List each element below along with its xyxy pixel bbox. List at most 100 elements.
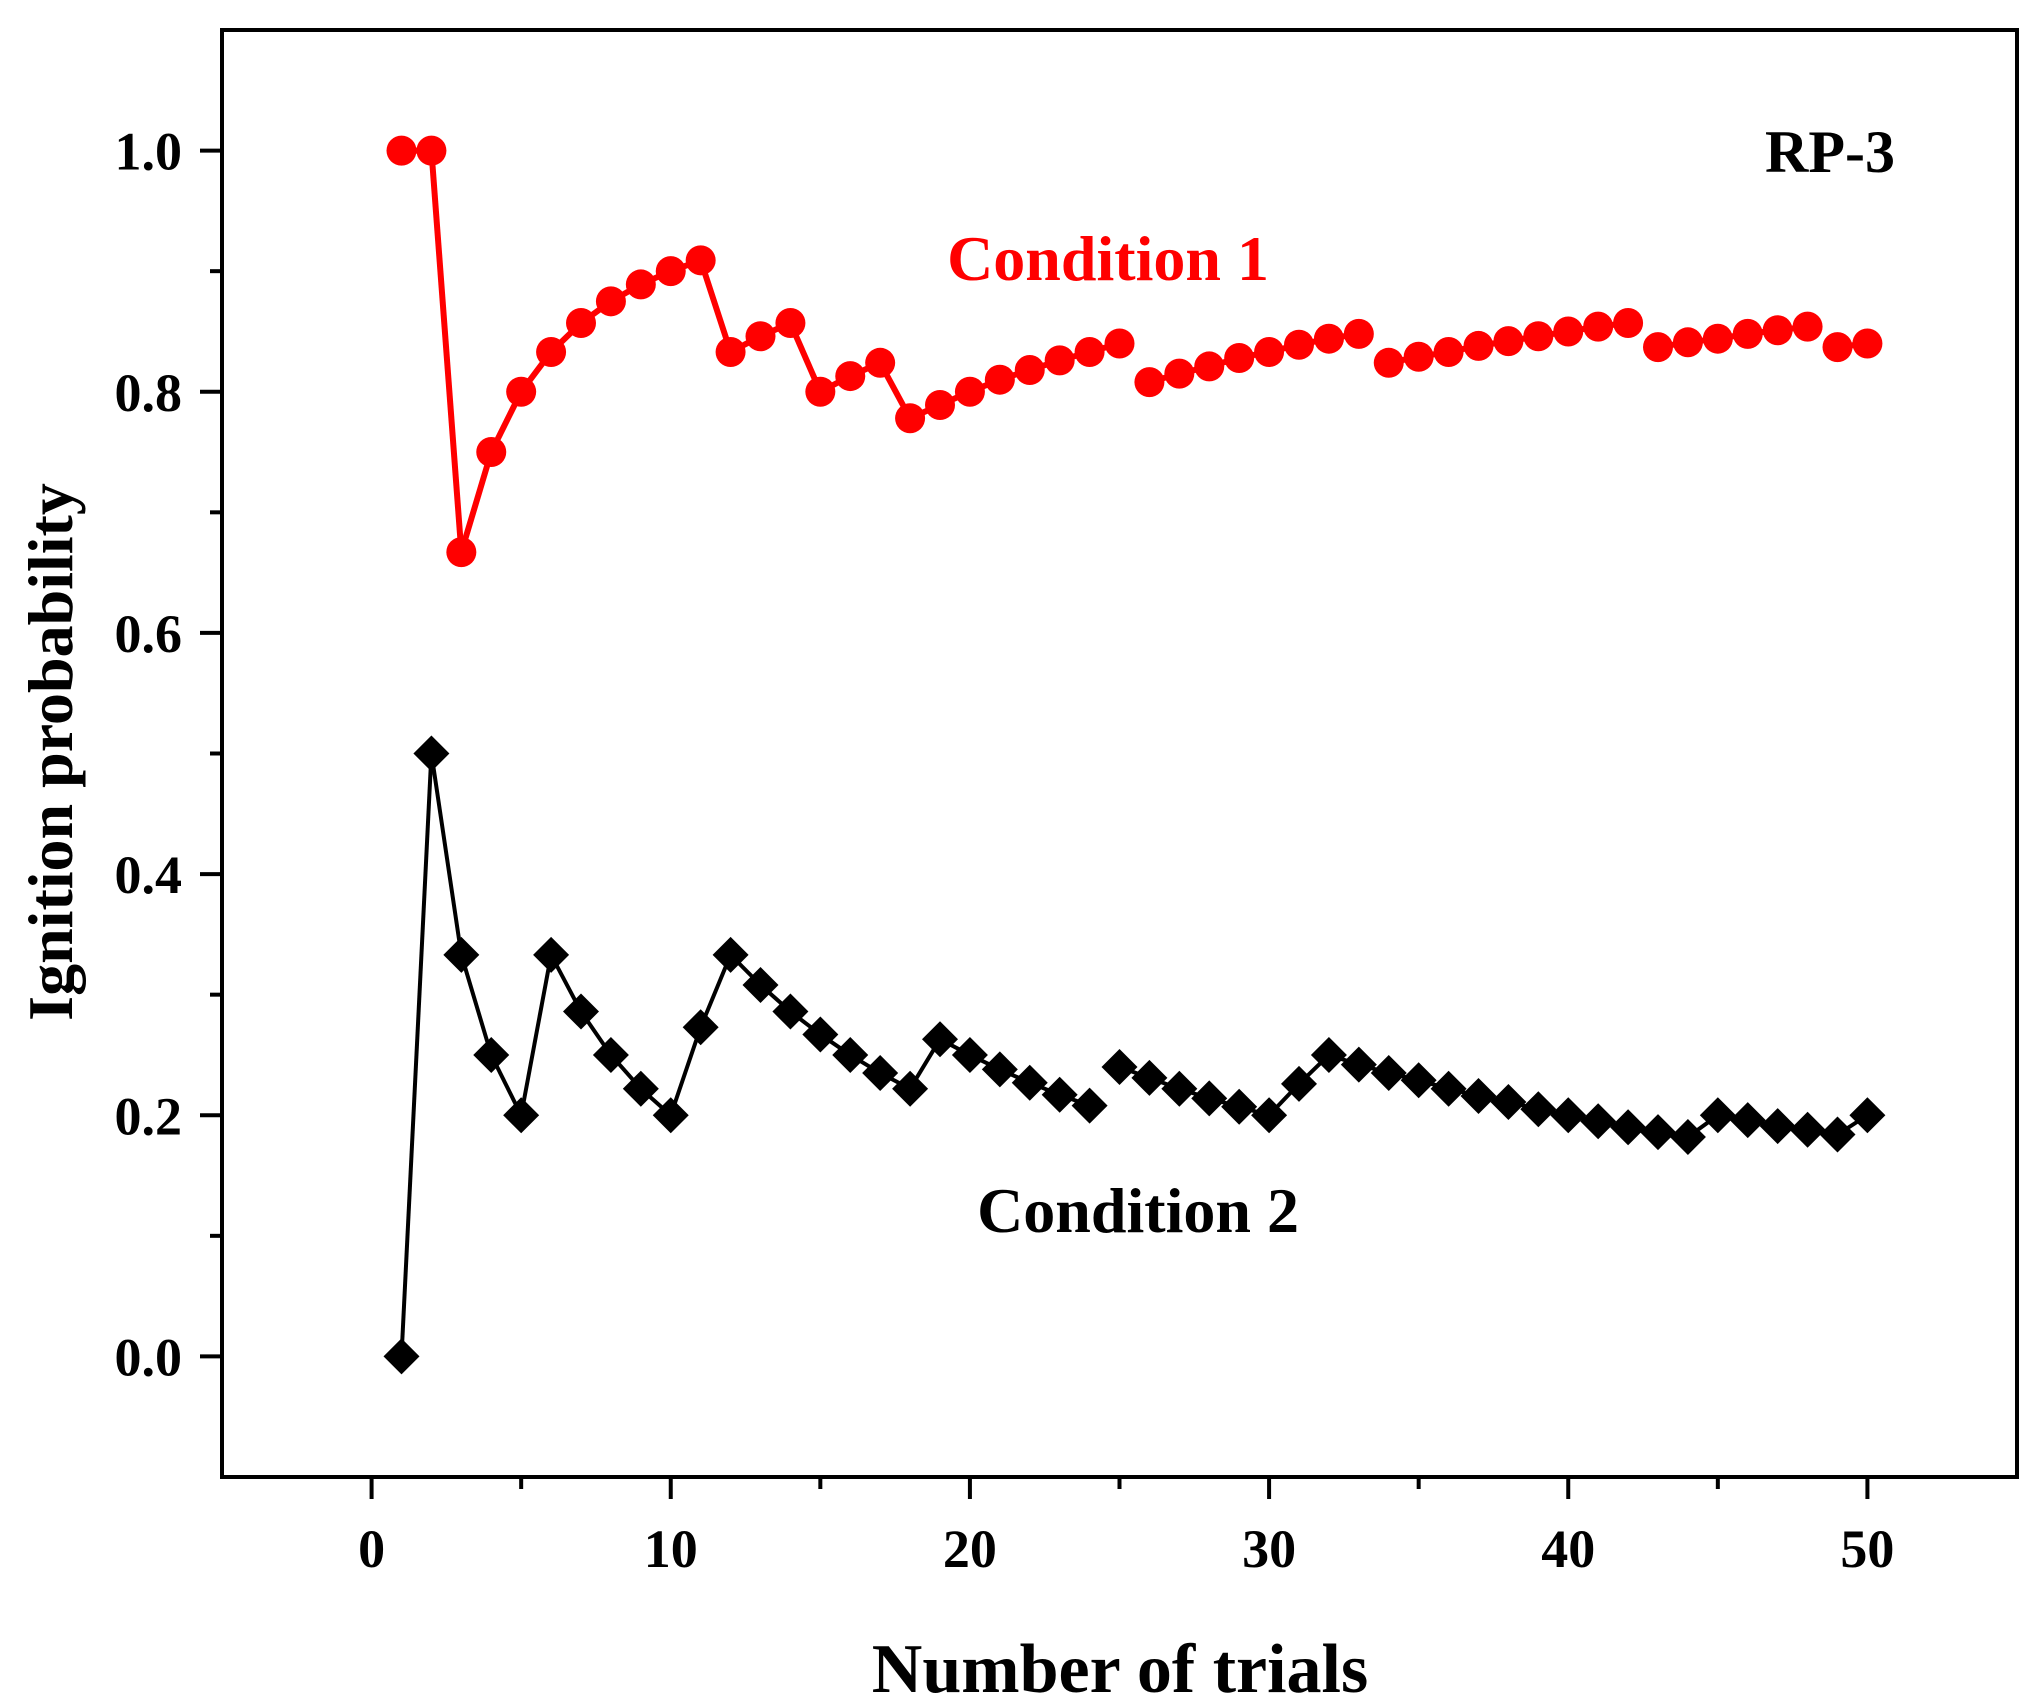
condition-1-point: [1822, 332, 1853, 363]
condition-1-point: [715, 336, 746, 367]
condition-1-point: [1164, 358, 1195, 389]
condition-2-point: [1729, 1102, 1766, 1139]
condition-2-point: [1520, 1091, 1557, 1128]
condition-1-point: [1373, 347, 1404, 378]
condition-2-point: [1849, 1097, 1886, 1134]
condition-1-point: [536, 336, 567, 367]
x-tick-label: 0: [358, 1519, 385, 1579]
condition-2-point: [1071, 1087, 1108, 1124]
condition-2-point: [1400, 1062, 1437, 1099]
condition-1-point: [1224, 342, 1255, 373]
condition-2-point: [1041, 1076, 1078, 1113]
y-tick-label: 0.0: [115, 1327, 183, 1387]
condition-2-point: [533, 936, 570, 973]
condition-1-point: [1762, 315, 1793, 346]
condition-1-point: [446, 537, 477, 568]
condition-2-line-segment: [668, 1026, 703, 1116]
y-tick-label: 0.2: [115, 1086, 183, 1146]
condition-2-line-segment: [399, 753, 434, 1357]
condition-1-point: [566, 308, 596, 339]
condition-2-point: [1490, 1083, 1527, 1120]
y-tick-label: 0.6: [115, 604, 183, 664]
x-tick-label: 10: [644, 1519, 698, 1579]
condition-1-point: [625, 269, 656, 300]
condition-2-point: [712, 936, 749, 973]
condition-2-point: [503, 1097, 540, 1134]
condition-1-point: [595, 286, 626, 317]
condition-1-point: [1702, 323, 1733, 354]
condition-1-annotation: Condition 1: [947, 223, 1269, 294]
condition-1-point: [1523, 321, 1554, 352]
condition-2-annotation: Condition 2: [977, 1175, 1299, 1246]
condition-1-point: [1343, 318, 1374, 349]
condition-1-point: [1403, 341, 1434, 372]
condition-1-point: [1194, 351, 1225, 382]
condition-1-point: [1553, 316, 1584, 347]
condition-1-point: [1254, 336, 1285, 367]
condition-2-point: [862, 1055, 899, 1092]
condition-1-point: [1792, 311, 1823, 342]
condition-2-point: [802, 1016, 839, 1053]
condition-2-line-segment: [459, 954, 494, 1056]
condition-2-point: [951, 1036, 988, 1073]
condition-2-point: [832, 1036, 869, 1073]
condition-2-point: [1789, 1111, 1826, 1148]
condition-1-point: [1044, 345, 1075, 376]
condition-1-point: [805, 376, 836, 407]
condition-2-point: [592, 1036, 629, 1073]
condition-1-point: [895, 403, 926, 434]
condition-2-point: [652, 1097, 689, 1134]
condition-2-point: [1640, 1114, 1676, 1151]
condition-2-point: [682, 1009, 719, 1046]
condition-2-point: [1281, 1065, 1317, 1102]
condition-1-point: [925, 390, 955, 421]
condition-2-point: [1011, 1064, 1048, 1101]
condition-2-point: [1131, 1059, 1168, 1096]
condition-1-point: [476, 437, 507, 468]
series-markers: [383, 135, 1886, 1375]
condition-1-point: [775, 308, 806, 339]
condition-2-point: [1819, 1116, 1856, 1153]
y-tick-label: 0.4: [115, 845, 183, 905]
condition-1-point: [954, 376, 985, 407]
condition-2-point: [1370, 1055, 1407, 1092]
condition-2-point: [443, 936, 480, 973]
x-axis-label: Number of trials: [872, 1631, 1368, 1699]
condition-2-point: [1460, 1077, 1497, 1114]
condition-1-line-segment: [428, 150, 465, 553]
condition-2-point: [1669, 1118, 1706, 1155]
x-tick-label: 50: [1840, 1519, 1894, 1579]
condition-1-point: [1732, 318, 1763, 349]
condition-1-point: [1074, 336, 1105, 367]
condition-2-point: [1550, 1097, 1587, 1134]
condition-1-point: [386, 135, 417, 166]
condition-2-line-segment: [429, 753, 464, 956]
condition-2-point: [922, 1021, 958, 1058]
condition-1-line-segment: [697, 259, 734, 353]
x-axis-ticks: 0 10 20 30 40 50: [358, 1477, 1894, 1579]
condition-2-point: [1251, 1097, 1288, 1134]
condition-2-point: [1101, 1049, 1138, 1086]
condition-1-point: [506, 376, 537, 407]
y-axis-ticks: 0.0 0.2 0.4 0.6 0.8 1.0: [115, 122, 222, 1387]
condition-2-point: [1759, 1108, 1796, 1145]
condition-2-point: [413, 735, 450, 772]
condition-1-point: [745, 321, 776, 352]
condition-1-point: [655, 256, 686, 287]
condition-2-point: [981, 1051, 1018, 1088]
condition-2-point: [1699, 1097, 1736, 1134]
condition-2-point: [1310, 1036, 1347, 1073]
condition-1-point: [1313, 323, 1344, 354]
condition-2-point: [563, 993, 599, 1030]
condition-2-point: [622, 1070, 659, 1107]
condition-1-point: [1134, 367, 1165, 398]
condition-2-point: [772, 993, 809, 1030]
condition-1-point: [1463, 330, 1494, 361]
y-tick-label: 1.0: [115, 122, 183, 182]
condition-1-point: [1583, 311, 1614, 342]
condition-1-point: [1433, 336, 1464, 367]
condition-1-point: [865, 347, 896, 378]
condition-1-point: [1284, 329, 1314, 360]
condition-2-point: [383, 1338, 420, 1375]
